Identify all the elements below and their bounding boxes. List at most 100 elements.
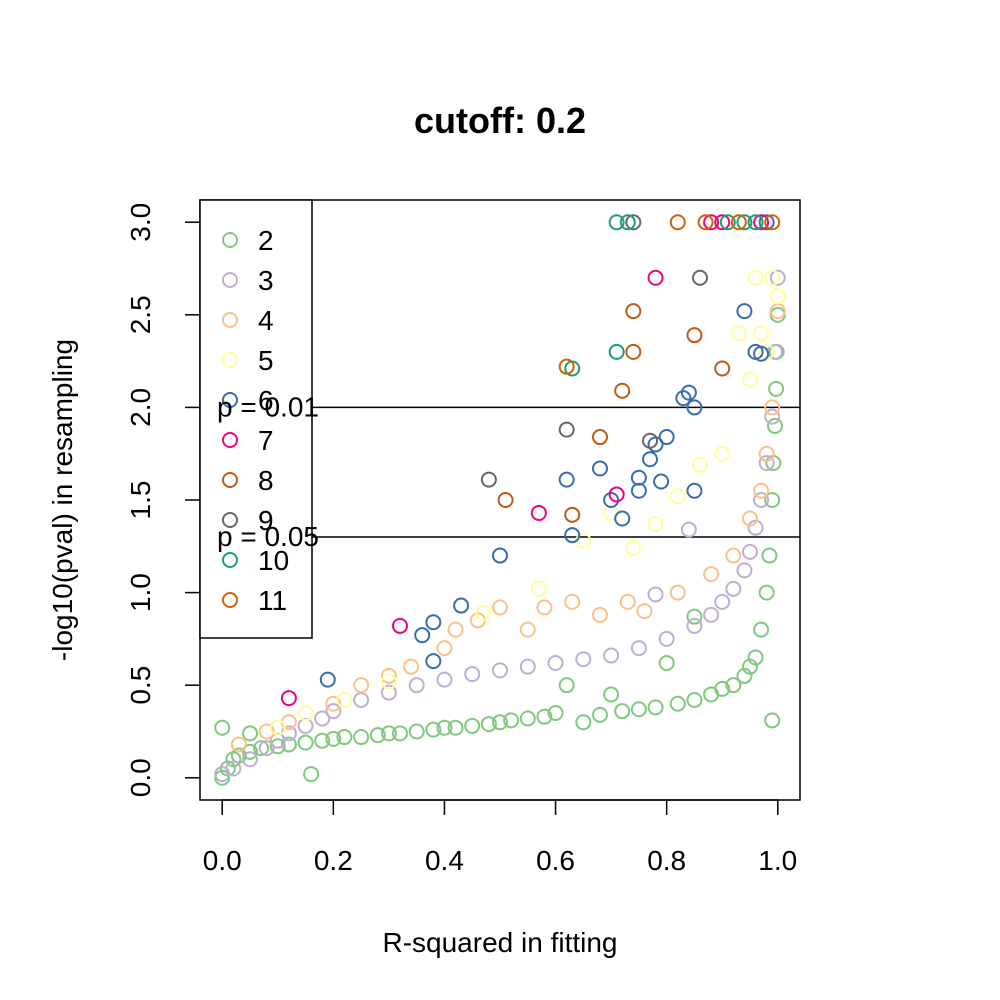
data-point-series-4 [619, 593, 636, 610]
data-point-series-6 [564, 527, 581, 544]
data-point-series-2 [280, 736, 297, 753]
data-point-series-2 [767, 417, 783, 434]
data-point-series-9 [558, 421, 575, 438]
data-point-series-2 [325, 730, 342, 747]
data-point-series-6 [680, 384, 697, 401]
data-point-series-2 [369, 727, 386, 744]
legend-marker [222, 512, 238, 528]
data-point-series-2 [669, 695, 686, 712]
x-tick-label: 0.2 [314, 845, 353, 876]
data-point-series-2 [230, 747, 247, 764]
data-point-series-6 [614, 510, 631, 527]
data-point-series-4 [380, 667, 397, 684]
data-point-series-6 [425, 614, 442, 631]
y-tick-label: 2.0 [125, 388, 156, 427]
data-point-series-4 [764, 399, 781, 416]
data-point-series-4 [447, 621, 464, 638]
data-point-series-3 [686, 617, 703, 634]
legend-label: 4 [258, 305, 274, 336]
data-point-series-2 [447, 719, 464, 736]
data-point-series-2 [630, 701, 647, 718]
data-point-series-7 [753, 214, 770, 231]
data-point-series-2 [214, 719, 231, 736]
data-point-series-2 [519, 710, 536, 727]
data-point-series-6 [658, 429, 675, 446]
data-point-series-5 [730, 325, 747, 342]
data-point-series-6 [414, 627, 431, 644]
data-point-series-9 [642, 432, 658, 449]
data-point-series-5 [753, 325, 770, 342]
data-point-series-11 [730, 214, 747, 231]
data-point-series-8 [714, 360, 731, 377]
legend-label: 7 [258, 425, 274, 456]
data-point-series-8 [592, 429, 608, 446]
legend-marker [222, 272, 238, 288]
data-point-series-2 [747, 649, 764, 666]
data-point-series-5 [647, 516, 664, 533]
data-point-series-2 [768, 380, 785, 397]
data-point-series-6 [736, 303, 753, 320]
data-point-series-5 [769, 288, 786, 305]
data-point-series-5 [742, 371, 758, 388]
data-point-series-2 [408, 723, 425, 740]
data-point-series-5 [297, 704, 314, 721]
data-point-series-3 [603, 647, 620, 664]
data-point-series-6 [319, 671, 336, 688]
data-point-series-4 [230, 736, 247, 753]
data-point-series-2 [736, 667, 753, 684]
data-point-series-7 [647, 269, 664, 286]
data-point-series-3 [753, 492, 770, 508]
data-point-series-6 [453, 597, 470, 614]
legend-marker [222, 552, 238, 568]
data-point-series-2 [242, 743, 258, 760]
x-tick-label: 0.6 [536, 845, 575, 876]
data-point-series-4 [492, 599, 508, 616]
legend-marker [222, 472, 238, 488]
legend-label: 9 [258, 505, 274, 536]
data-point-series-9 [692, 269, 708, 286]
data-point-series-6 [630, 469, 647, 486]
data-point-series-2 [353, 729, 370, 746]
data-point-series-3 [764, 408, 781, 425]
y-tick-label: 0.0 [125, 758, 156, 797]
data-point-series-3 [436, 671, 453, 688]
data-point-series-4 [403, 658, 420, 675]
data-point-series-2 [436, 719, 453, 736]
data-point-series-3 [575, 651, 592, 668]
data-point-series-3 [736, 562, 753, 579]
data-point-series-2 [219, 760, 236, 777]
x-axis: 0.0 0.2 0.4 0.6 0.8 1.0 [203, 799, 797, 876]
data-point-series-8 [686, 327, 703, 344]
data-point-series-10 [719, 214, 736, 231]
data-point-series-2 [725, 677, 742, 694]
chart-title: cutoff: 0.2 [414, 100, 586, 141]
data-point-series-6 [675, 390, 692, 407]
data-point-series-4 [353, 677, 370, 694]
data-point-series-3 [269, 732, 286, 749]
data-point-series-2 [536, 708, 553, 725]
data-point-series-2 [764, 492, 781, 508]
data-point-series-2 [303, 766, 320, 783]
data-point-series-4 [436, 640, 453, 657]
data-point-series-5 [669, 488, 686, 505]
data-point-series-6 [686, 482, 703, 499]
reference-line-labels: p = 0.01 p = 0.05 [217, 391, 319, 552]
data-point-series-11 [697, 214, 714, 231]
data-point-series-3 [519, 658, 536, 675]
data-point-series-2 [464, 717, 481, 734]
legend-marker [222, 392, 238, 408]
data-point-series-3 [325, 703, 342, 720]
data-point-series-7 [703, 214, 720, 231]
data-point-series-4 [703, 566, 720, 583]
data-point-series-6 [686, 399, 703, 416]
data-point-series-3 [725, 580, 742, 597]
data-point-series-11 [558, 358, 575, 375]
data-point-series-8 [497, 492, 514, 508]
data-point-series-2 [614, 703, 631, 720]
data-point-series-2 [492, 714, 508, 731]
data-point-series-8 [614, 382, 631, 399]
legend-label: 8 [258, 465, 274, 496]
data-point-series-2 [686, 692, 703, 708]
legend-label: 2 [258, 225, 274, 256]
